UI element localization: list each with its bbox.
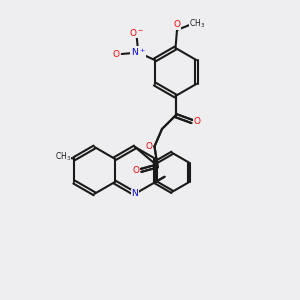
Text: O: O xyxy=(146,142,153,151)
Text: O: O xyxy=(194,117,201,126)
Text: O: O xyxy=(132,166,139,175)
Text: O: O xyxy=(132,166,139,175)
Text: N: N xyxy=(132,189,138,198)
Text: CH$_3$: CH$_3$ xyxy=(55,150,71,163)
Text: O: O xyxy=(146,142,153,151)
Text: CH$_3$: CH$_3$ xyxy=(189,17,205,30)
Text: O: O xyxy=(194,117,201,126)
Text: N$^+$: N$^+$ xyxy=(131,46,146,58)
Text: O: O xyxy=(173,20,181,29)
Text: O: O xyxy=(113,50,120,58)
Text: O$^-$: O$^-$ xyxy=(129,27,144,38)
